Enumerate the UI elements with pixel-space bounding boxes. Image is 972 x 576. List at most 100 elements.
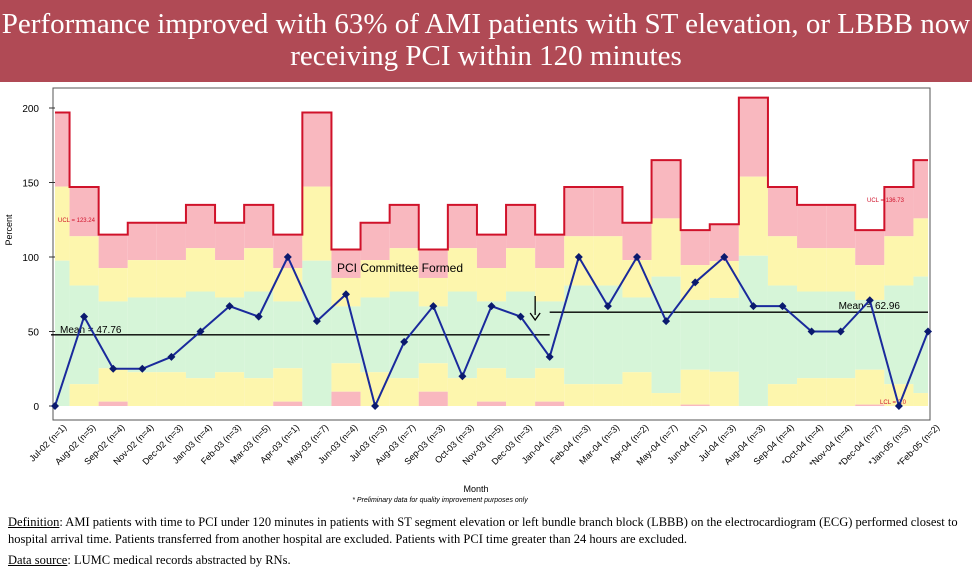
zone-a-upper (55, 112, 70, 187)
zone-b-lower (389, 378, 419, 406)
zone-b-upper (884, 236, 914, 286)
zone-a-upper (680, 230, 710, 266)
x-axis-label: Month (463, 484, 488, 494)
zone-c (651, 276, 681, 394)
data-point (196, 327, 205, 336)
zone-b-lower (826, 378, 856, 406)
data-point (487, 302, 496, 311)
zone-c (767, 285, 798, 385)
zone-a-upper (826, 204, 856, 249)
data-point (516, 312, 525, 321)
zone-c (593, 285, 623, 385)
zone-a-upper (593, 186, 623, 237)
zone-b-upper (360, 260, 390, 298)
zone-b-upper (69, 236, 99, 286)
zone-a-lower (273, 401, 303, 406)
zone-a-lower (680, 404, 710, 406)
zone-a-upper (797, 204, 827, 249)
zone-a-upper (156, 222, 186, 261)
zone-c (680, 299, 710, 370)
data-point (225, 302, 234, 311)
zone-a-upper (855, 230, 885, 266)
zone-c (709, 297, 739, 372)
zone-b-upper (476, 268, 507, 302)
data-point (138, 364, 147, 373)
lcl-label-right: LCL = 0.0 (880, 400, 907, 406)
ucl-step-line (55, 96, 928, 251)
data-point (894, 402, 903, 410)
zone-c (913, 276, 928, 394)
data-point (603, 302, 612, 311)
zone-b-upper (535, 268, 565, 302)
data-point (429, 302, 438, 311)
zone-a-lower (855, 404, 885, 406)
data-point (400, 337, 409, 346)
y-tick-label: 100 (22, 253, 39, 264)
zone-b-lower (476, 368, 507, 402)
data-point (80, 312, 89, 321)
zone-b-upper (98, 268, 128, 302)
definition-text: : AMI patients with time to PCI under 12… (8, 515, 958, 546)
zone-b-lower (506, 378, 536, 406)
zone-b-upper (302, 186, 332, 261)
mean-label-right: Mean = 62.96 (839, 301, 901, 312)
zone-b-upper (913, 218, 928, 277)
zone-b-lower (244, 378, 274, 406)
zone-b-lower (331, 363, 361, 392)
zone-b-lower (156, 372, 186, 406)
zone-a-upper (418, 249, 448, 278)
zone-a-upper (447, 204, 477, 249)
zone-a-upper (244, 204, 274, 249)
data-point (691, 278, 700, 287)
zone-b-lower (767, 384, 798, 406)
zone-b-lower (273, 368, 303, 402)
zone-c (564, 285, 594, 385)
zone-b-upper (55, 186, 70, 261)
zone-b-lower (69, 384, 99, 406)
zone-a-upper (215, 222, 245, 261)
zone-a-upper (506, 204, 536, 249)
data-point (633, 253, 641, 261)
zone-a-upper (185, 204, 216, 249)
y-axis-label: Percent (4, 214, 14, 246)
zone-a-upper (389, 204, 419, 249)
zone-c (302, 260, 332, 406)
zone-a-upper (302, 112, 332, 187)
data-point (312, 317, 321, 326)
zone-b-lower (797, 378, 827, 406)
definition-note: Definition: AMI patients with time to PC… (8, 514, 964, 548)
zone-b-lower (709, 371, 739, 406)
data-point (458, 372, 467, 381)
zone-b-lower (98, 368, 128, 402)
chart-title: Performance improved with 63% of AMI pat… (1, 8, 971, 72)
zone-b-lower (215, 372, 245, 406)
data-point (720, 253, 729, 261)
zone-b-upper (244, 248, 274, 292)
zone-b-lower (593, 384, 623, 406)
zone-b-lower (564, 384, 594, 406)
data-point (836, 327, 845, 336)
zone-b-upper (651, 218, 681, 277)
zone-b-upper (738, 176, 768, 256)
zone-b-lower (360, 372, 390, 406)
zone-b-upper (273, 268, 303, 302)
zone-b-upper (797, 248, 827, 292)
data-point (662, 317, 671, 326)
ucl-label-right: UCL = 136.73 (867, 198, 905, 204)
data-source-label: Data source (8, 553, 68, 567)
zone-a-lower (98, 401, 128, 406)
zone-a-upper (913, 160, 928, 219)
zone-b-lower (127, 372, 157, 406)
zone-b-upper (215, 260, 245, 298)
y-tick-label: 200 (22, 104, 39, 115)
zone-b-upper (709, 261, 739, 298)
zone-a-upper (535, 234, 565, 269)
y-tick-label: 50 (28, 328, 40, 339)
zone-b-upper (826, 248, 856, 292)
event-annotation: PCI Committee Formed (337, 261, 463, 275)
zone-a-lower (535, 401, 565, 406)
zone-a-upper (738, 97, 768, 177)
zone-b-upper (185, 248, 216, 292)
zone-b-upper (506, 248, 536, 292)
